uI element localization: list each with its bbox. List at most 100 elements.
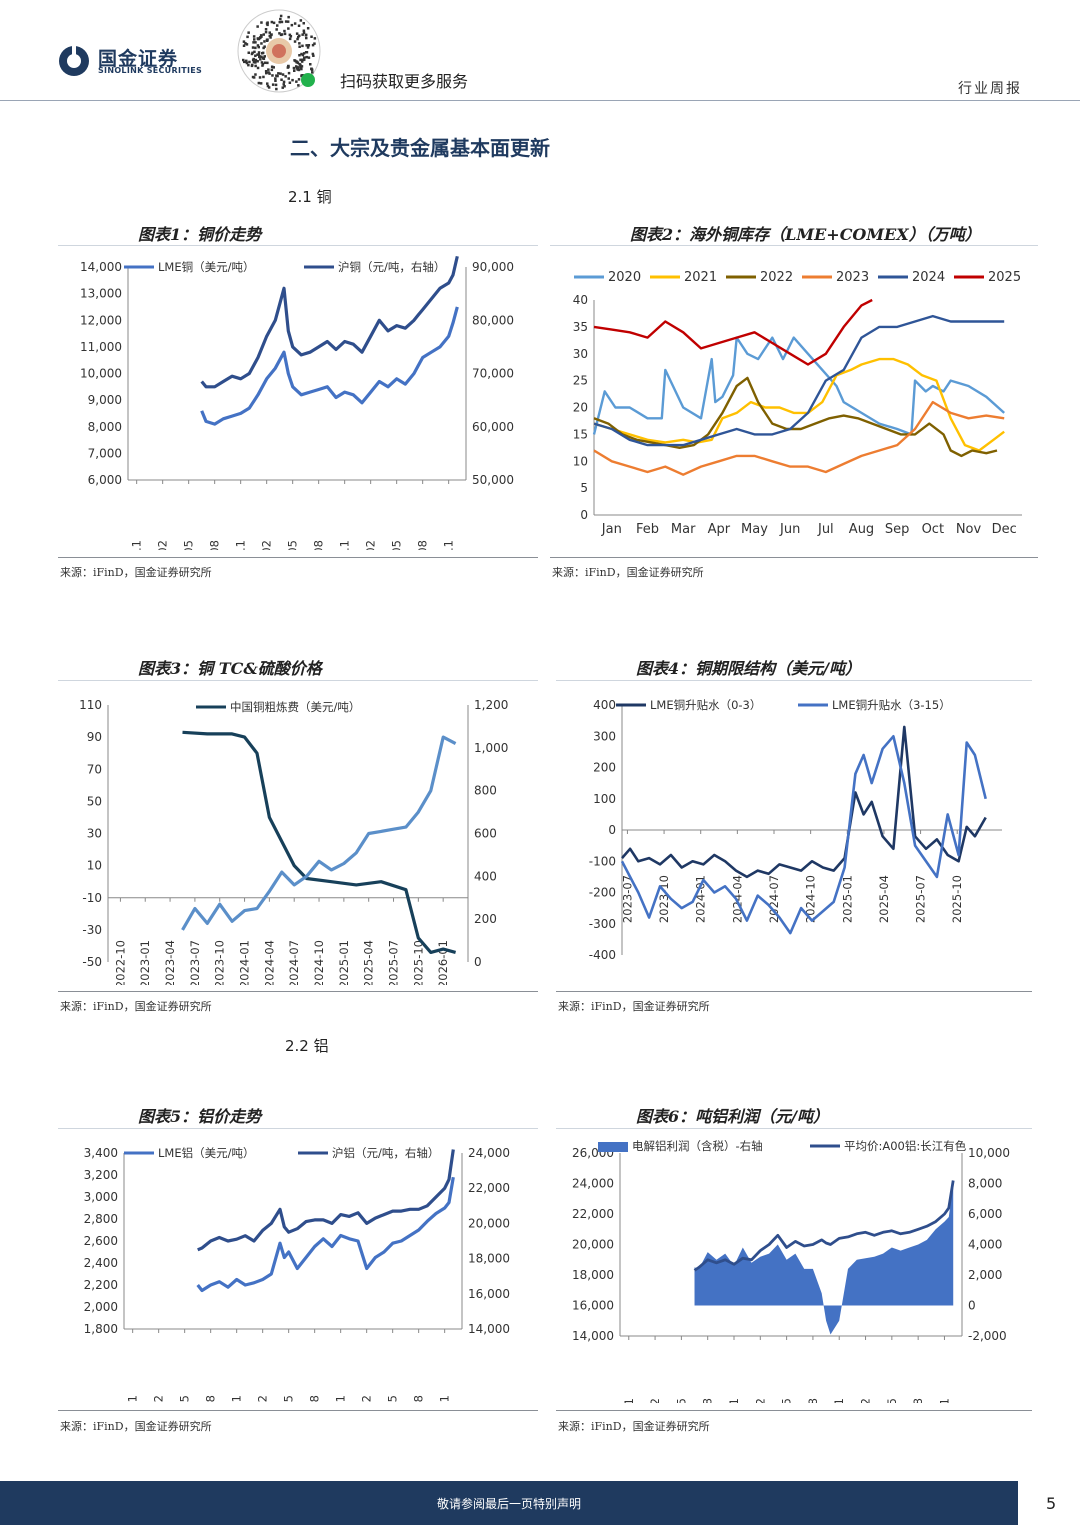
qr-dot (304, 51, 308, 54)
x-tick-label: Jan (601, 522, 622, 537)
y-tick-label: 3,200 (84, 1168, 118, 1182)
y-tick-label: 200 (593, 761, 616, 775)
qr-dot (298, 54, 301, 57)
qr-dot (254, 41, 257, 44)
figure-6-source-rule (556, 1410, 1032, 1411)
x-tick-label: 2023-11 (727, 1398, 741, 1403)
qr-dot (270, 68, 274, 72)
y2-tick-label: 8,000 (968, 1177, 1002, 1191)
y-tick-label: 13,000 (80, 287, 122, 301)
y-tick-label: 8,000 (88, 420, 122, 434)
qr-dot (280, 20, 284, 24)
x-tick-label: 2023-11 (234, 540, 248, 550)
qr-dot (284, 75, 287, 78)
qr-dot (256, 44, 260, 47)
qr-dot (302, 31, 306, 34)
y-tick-label: 70 (87, 762, 102, 776)
chart-copper-inventory: 40 35 30 25 20 15 10 5 0 Jan Feb Mar Apr May Jun Jul Aug… (573, 270, 1022, 537)
x-tick-label: 2023-08 (701, 1398, 715, 1403)
y-tick-label: 20 (573, 401, 588, 415)
qr-dot (260, 61, 264, 64)
figure-5-title: 图表5：铝价走势 (138, 1107, 262, 1126)
x-tick-label: 2025-01 (840, 875, 854, 923)
qr-dot (267, 71, 270, 74)
figure-5-source-rule (58, 1410, 538, 1411)
y-tick-label: -300 (589, 917, 616, 931)
x-tick-label: 2025-08 (412, 1395, 426, 1403)
chart-copper-price: 14,000 13,000 12,000 11,000 10,000 9,000 8,000… (80, 255, 514, 550)
qr-dot (297, 78, 301, 81)
header-divider (0, 100, 1080, 101)
qr-dot (283, 85, 286, 88)
x-tick-label: 2024-07 (287, 940, 301, 985)
qr-dot (293, 69, 296, 72)
y2-tick-label: 50,000 (472, 473, 514, 487)
y-tick-label: 2,600 (84, 1234, 118, 1248)
legend-label: 电解铝利润（含税）-右轴 (632, 1139, 763, 1153)
qr-dot (251, 46, 255, 49)
qr-dot (286, 20, 290, 23)
x-tick-label: 2025-04 (877, 875, 891, 923)
qr-dot (283, 32, 287, 36)
series-line-1 (592, 336, 1006, 436)
qr-dot (274, 79, 277, 82)
qr-dot (267, 68, 270, 71)
qr-dot (258, 76, 262, 79)
qr-dot (260, 55, 263, 58)
series-area-1 (694, 1183, 954, 1335)
figure-1-title: 图表1：铜价走势 (138, 225, 262, 244)
x-tick-label: 2023-01 (138, 940, 152, 985)
figure-3-source-rule (58, 991, 538, 992)
qr-dot (261, 62, 265, 66)
legend-label: 平均价:A00铝:长江有色 (844, 1139, 967, 1153)
x-tick-label: 2023-02 (156, 540, 170, 550)
y-tick-label: 24,000 (572, 1177, 614, 1191)
qr-dot (278, 20, 281, 24)
qr-dot (262, 33, 265, 36)
legend-label: 2024 (912, 270, 945, 285)
x-tick-label: May (741, 522, 768, 537)
x-tick-label: 2023-08 (204, 1395, 218, 1403)
x-tick-label: Aug (849, 522, 874, 537)
x-tick-label: 2025-11 (442, 540, 456, 550)
qr-dot (242, 44, 246, 47)
y-tick-label: 0 (580, 508, 588, 522)
series-line-2 (197, 1149, 455, 1252)
qr-dot (264, 28, 268, 31)
qr-dot (292, 66, 296, 70)
x-tick-label: 2025-08 (416, 540, 430, 550)
x-tick-label: 2024-04 (262, 940, 276, 985)
qr-dot (283, 29, 286, 33)
qr-dot (275, 28, 278, 31)
y-tick-label: 11,000 (80, 340, 122, 354)
x-tick-label: 2024-01 (694, 875, 708, 923)
qr-dot (247, 31, 250, 34)
qr-dot (298, 45, 301, 48)
figure-1-title-rule (58, 245, 538, 246)
qr-dot (268, 31, 271, 34)
qr-dot (302, 22, 305, 25)
qr-dot (242, 40, 246, 43)
y-tick-label: 2,000 (84, 1300, 118, 1314)
qr-code-icon[interactable] (236, 8, 322, 94)
y-tick-label: 14,000 (80, 260, 122, 274)
section-title: 二、大宗及贵金属基本面更新 (290, 136, 550, 160)
y-tick-label: 35 (573, 320, 588, 334)
x-tick-label: 2023-07 (188, 940, 202, 985)
x-tick-label: 2023-02 (152, 1395, 166, 1403)
figure-6-title: 图表6：吨铝利润（元/吨） (636, 1107, 829, 1126)
qr-dot (280, 33, 284, 36)
figure-5-source: 来源：iFinD，国金证券研究所 (60, 1420, 212, 1433)
y-tick-label: 9,000 (88, 393, 122, 407)
qr-dot (254, 64, 257, 68)
qr-dot (263, 61, 267, 64)
qr-dot (258, 36, 262, 40)
qr-dot (267, 86, 271, 89)
chart-copper-term-structure: 400 300 200 100 0 -100 -200 -300 -400 2023-07 2023… (589, 698, 1002, 962)
y-tick-label: 10,000 (80, 367, 122, 381)
y-tick-label: 0 (608, 823, 616, 837)
y-tick-label: -30 (82, 923, 102, 937)
qr-dot (279, 17, 282, 21)
qr-dot (297, 84, 300, 87)
qr-dot (254, 58, 258, 62)
